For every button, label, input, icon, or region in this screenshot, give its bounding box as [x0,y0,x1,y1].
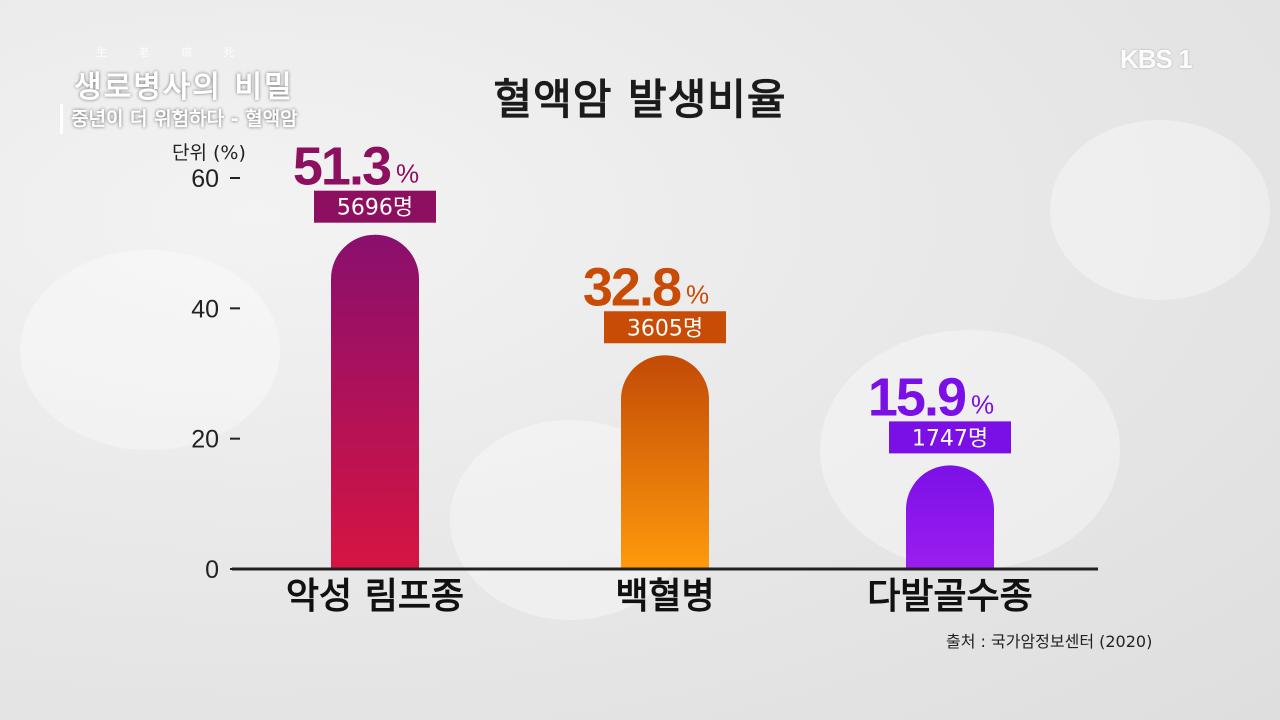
broadcaster-logo: KBS 1 [1120,44,1193,74]
value-suffix: % [396,159,419,189]
bar [331,234,419,570]
y-tick-label: 20 [191,426,219,454]
value-suffix: % [971,389,994,419]
show-hanja: 生 老 病 死 [96,46,249,59]
bars-layer [331,234,994,570]
show-title: 생로병사의 비밀 [74,70,294,105]
unit-label: 단위 (%) [172,142,246,164]
episode-title: 중년이 더 위험하다 - 혈액암 [60,104,298,134]
count-box [604,311,726,344]
bar [621,355,709,569]
chart-title: 혈액암 발생비율 [493,75,787,124]
count-label: 5696명 [337,196,413,221]
value-label: 51.3 [293,137,391,197]
count-box [314,190,436,223]
category-label: 다발골수종 [867,576,1033,617]
bar [906,465,994,569]
value-label: 32.8 [583,257,681,317]
category-label: 백혈병 [615,576,714,617]
count-box [889,421,1011,454]
count-label: 3605명 [627,316,703,341]
value-label: 15.9 [868,367,966,427]
value-suffix: % [686,279,709,309]
category-label: 악성 림프종 [286,576,464,617]
y-tick-label: 40 [191,295,219,323]
category-labels: 악성 림프종 백혈병 다발골수종 [286,576,1033,617]
y-axis: 0 20 40 60 [191,165,240,584]
count-label: 1747명 [912,426,988,451]
y-tick-label: 0 [205,556,219,584]
y-tick-label: 60 [191,165,219,193]
source-note: 출처 : 국가암정보센터 (2020) [946,632,1153,651]
